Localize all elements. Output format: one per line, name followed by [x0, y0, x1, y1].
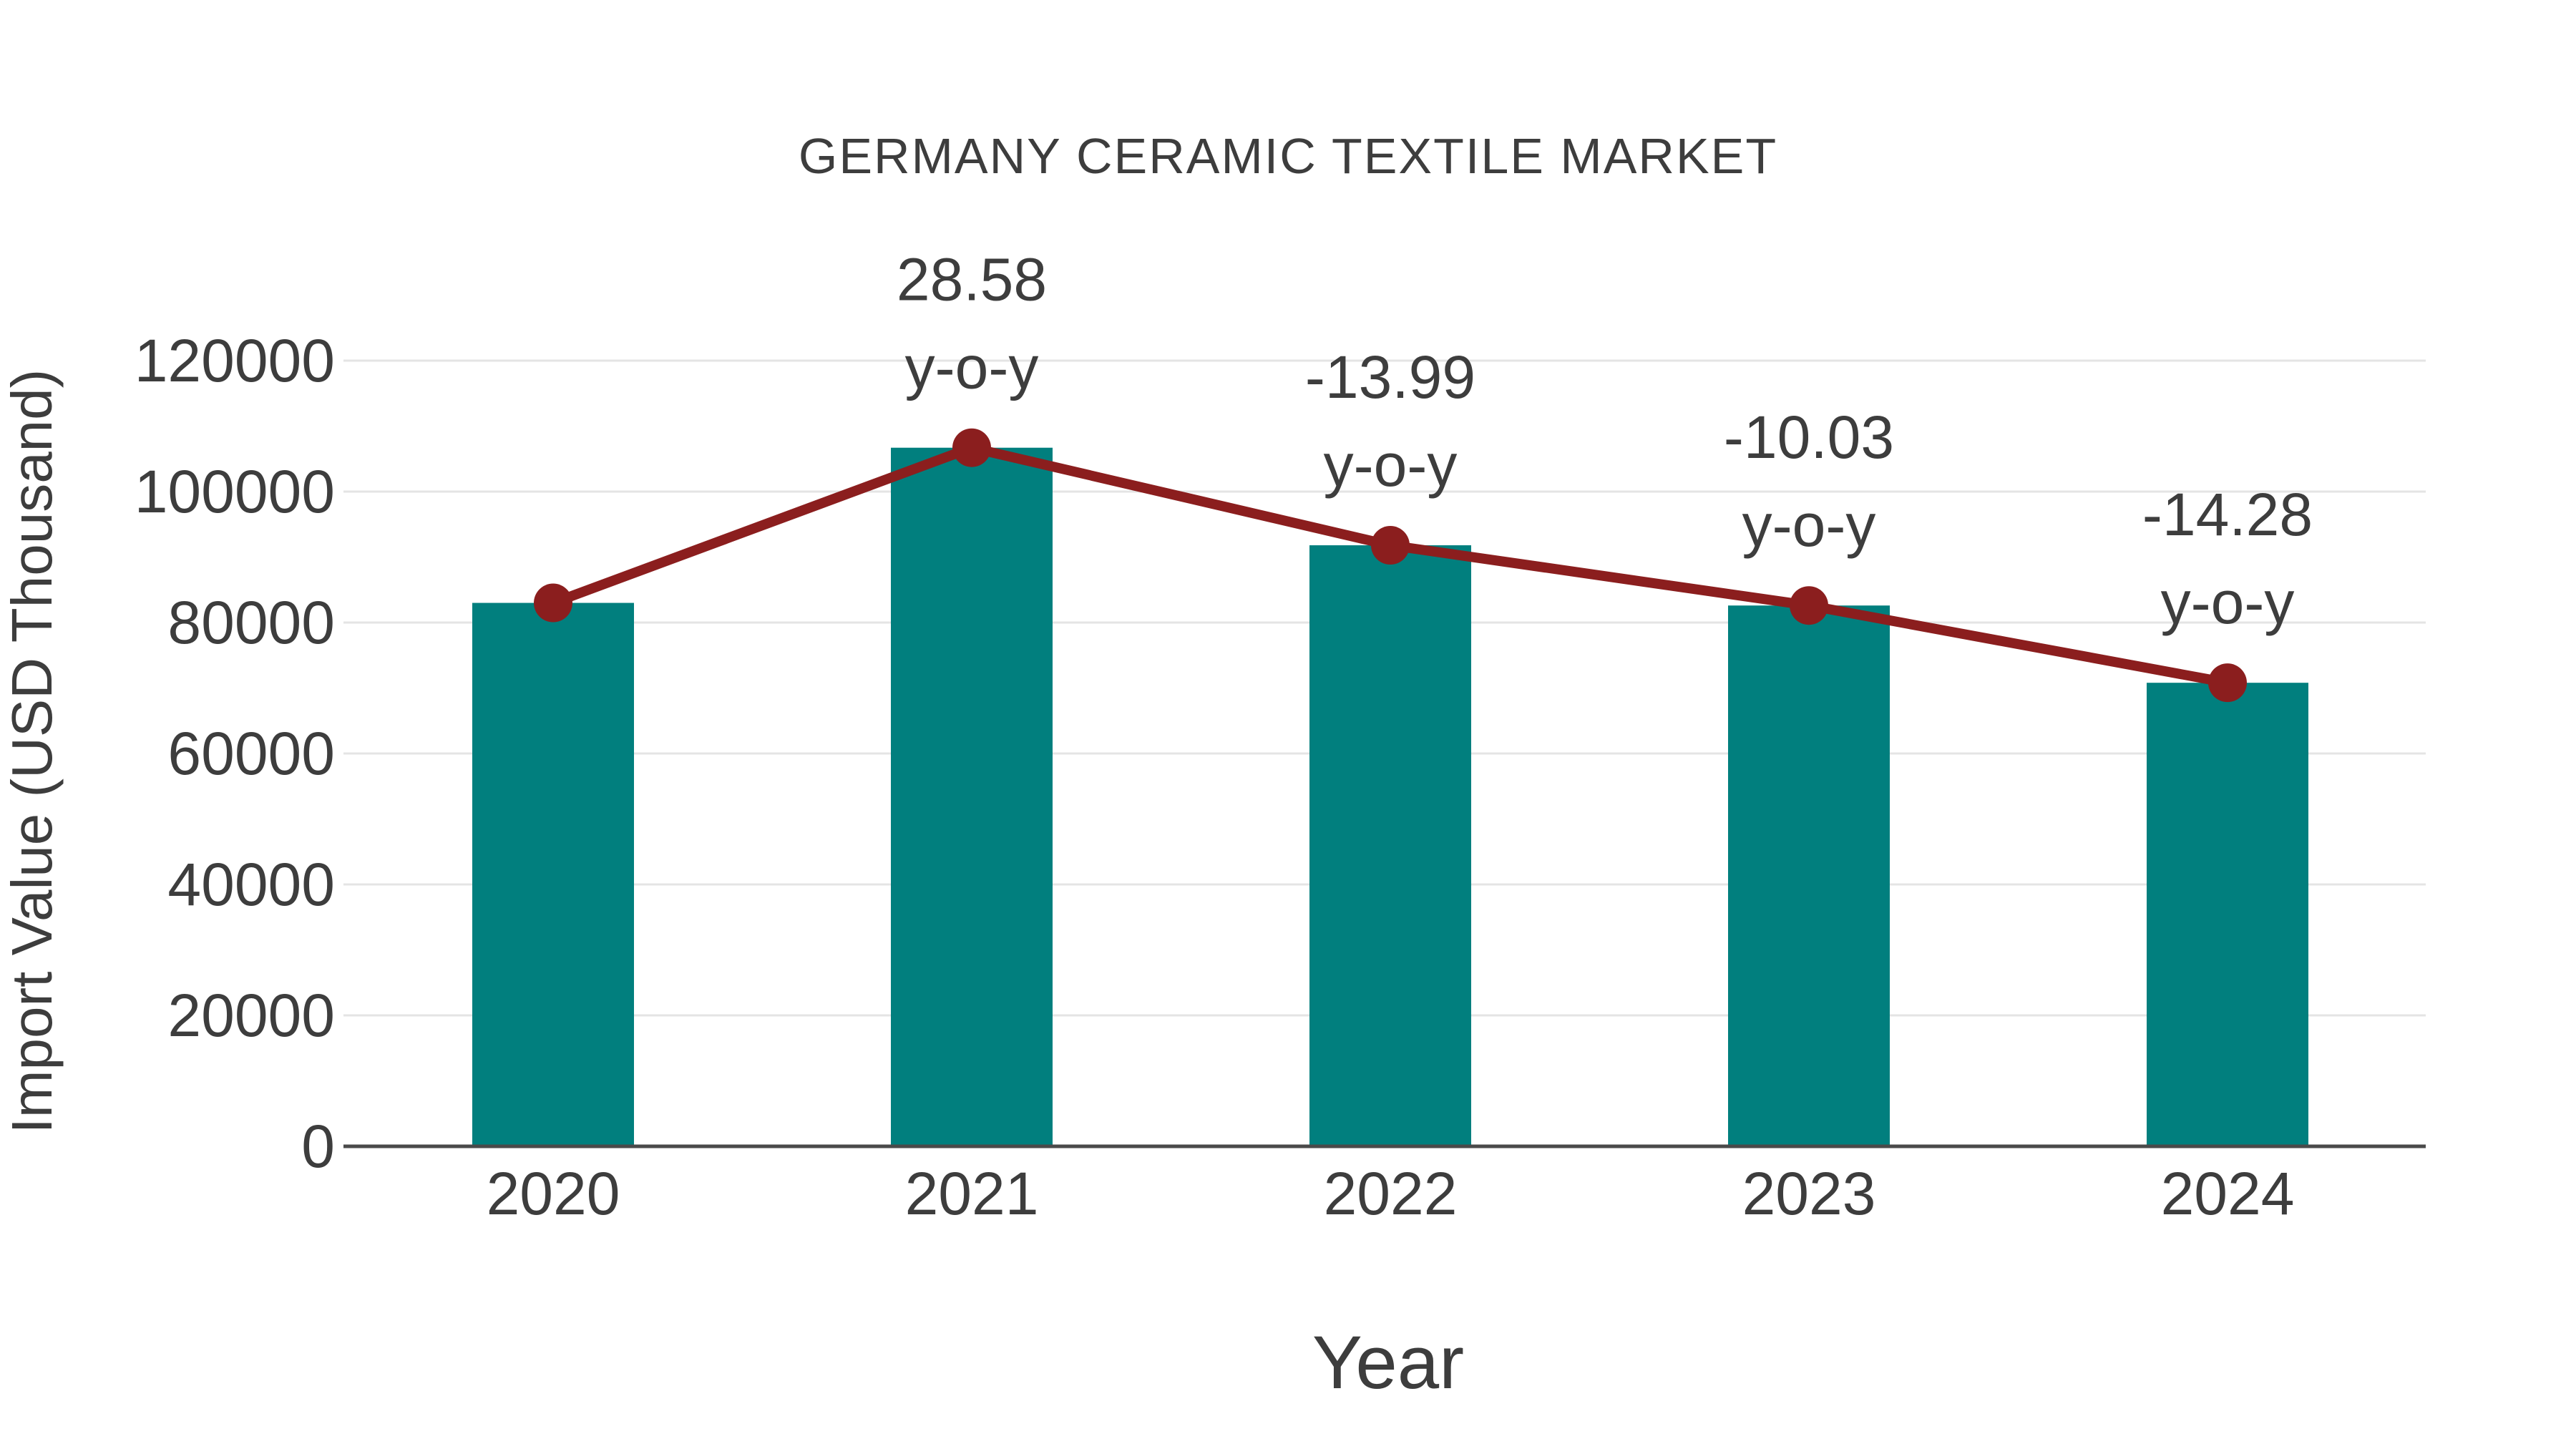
annotation-2022-label: y-o-y: [1324, 431, 1458, 499]
bar-2021: [891, 447, 1053, 1146]
bar-2023: [1728, 605, 1890, 1146]
marker-2022: [1371, 526, 1410, 565]
x-axis-title: Year: [1312, 1321, 1465, 1405]
y-tick-label: 40000: [167, 851, 335, 918]
marker-2021: [952, 428, 991, 467]
x-tick-label: 2022: [1324, 1160, 1458, 1227]
bar-2020: [472, 602, 634, 1146]
bar-2024: [2147, 683, 2308, 1146]
x-tick-label: 2024: [2161, 1160, 2295, 1227]
marker-2020: [534, 583, 572, 623]
chart-title: GERMANY CERAMIC TEXTILE MARKET: [798, 128, 1778, 184]
y-tick-label: 100000: [135, 458, 335, 525]
y-tick-label: 80000: [167, 589, 335, 656]
annotation-2022-value: -13.99: [1305, 343, 1475, 411]
marker-2024: [2208, 663, 2247, 703]
annotation-2024-value: -14.28: [2142, 481, 2313, 548]
x-tick-label: 2020: [487, 1160, 620, 1227]
annotation-2021-label: y-o-y: [905, 334, 1039, 401]
annotation-2023-label: y-o-y: [1742, 492, 1876, 559]
y-tick-label: 120000: [135, 327, 335, 394]
annotation-2023-value: -10.03: [1724, 404, 1894, 471]
y-axis-title: Import Value (USD Thousand): [0, 369, 64, 1134]
bar-2022: [1309, 545, 1471, 1146]
marker-2023: [1790, 586, 1828, 625]
y-tick-label: 20000: [167, 982, 335, 1049]
x-tick-label: 2021: [905, 1160, 1039, 1227]
annotation-2024-label: y-o-y: [2161, 569, 2295, 636]
y-tick-label: 0: [301, 1113, 335, 1180]
annotation-2021-value: 28.58: [897, 246, 1047, 313]
y-tick-label: 60000: [167, 720, 335, 787]
x-tick-label: 2023: [1742, 1160, 1876, 1227]
